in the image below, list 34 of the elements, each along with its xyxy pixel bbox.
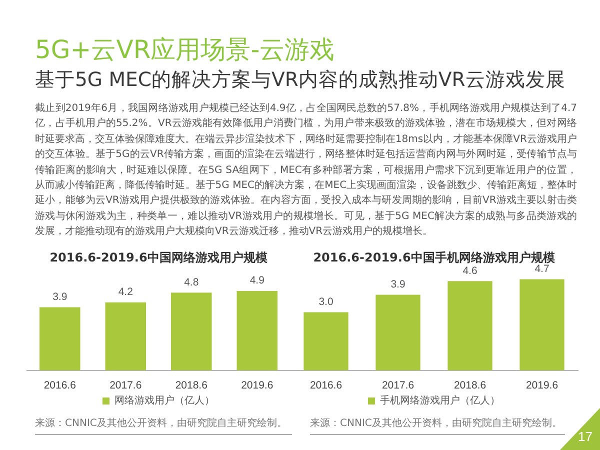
bar (236, 291, 278, 370)
data-label: 4.8 (184, 276, 199, 288)
text: 5G+云VR应用场景-云游戏 (35, 35, 335, 65)
x-tick-label: 2018.6 (175, 380, 208, 392)
data-label: 3.0 (318, 296, 334, 308)
data-label: 3.9 (52, 290, 68, 303)
x-tick-label: 2017.6 (382, 380, 414, 392)
bar (448, 281, 492, 370)
data-label: 3.9 (390, 278, 406, 290)
x-tick-label: 2016.6 (44, 380, 76, 392)
text: 截止到2019年6月，我国网络游戏用户规模已经达到4.9亿，占全国网民总数的57.8%，手机网络游戏用户规模达到了4.7亿，占手机用户的55.2%。VR云游戏能有效降低用户消费门槛，为用户带来极致的游戏体验，潜在市场规模大，但对网络时延要求高，交互体验保障难度大。在端云异步渲染技术下，网络时延需要控制在18ms以内，才能基本保障VR云游戏用户的交互体验。基于5G的云VR传输方案，画面的渲染在云端进行，网络整体时延包括运营商内网与外网时延，受传输节点与传输距离的影响大，时延难以保障。在5G SA组网下，MEC有多种部署方案，可根据用户需求下沉到更靠近用户的位置，从而减小传输距离，降低传输时延。基于5G MEC的解决方案，在MEC上实现画面渲染，设备跳数少、传输距离短，整体时延小，能够为云VR游戏用户提供极致的游戏体验。在内容方面，受投入成本与研发周期的影响，目前VR游戏主要以射击类游戏与休闲游戏为主，种类单一，难以推动VR游戏用户的规模增长。可见，基于5G MEC解决方案的成熟与多品类游戏的发展，才能推动现有的游戏用户大规模向VR云游戏迁移，推动VR云游戏用户的规模增长。 (35, 103, 577, 238)
chart-title: 2016.6-2019.6中国手机网络游戏用户规模 (313, 250, 555, 264)
source-note: 来源：CNNIC及其他公开资料，由研究院自主研究绘制。 (310, 418, 562, 430)
x-tick-label: 2019.6 (526, 380, 558, 392)
legend-label: 手机网络游戏用户（亿人） (380, 394, 500, 407)
bar (39, 307, 80, 370)
data-label: 4.9 (250, 274, 265, 287)
legend-label: 网络游戏用户（亿人） (114, 394, 214, 407)
text: 基于5G MEC的解决方案与VR内容的成熟推动VR云游戏发展 (35, 68, 566, 92)
bar (105, 302, 146, 370)
data-label: 4.7 (534, 262, 550, 275)
data-label: 4.6 (462, 264, 478, 277)
bar (170, 292, 212, 370)
x-tick-label: 2019.6 (241, 380, 274, 392)
bar (376, 294, 420, 370)
source-note: 来源：CNNIC及其他公开资料，由研究院自主研究绘制。 (35, 418, 287, 430)
bar (304, 312, 348, 370)
data-label: 4.2 (118, 286, 134, 298)
x-tick-label: 2017.6 (110, 380, 142, 392)
x-tick-label: 2016.6 (310, 380, 342, 392)
bar (520, 279, 564, 370)
text: 17 (578, 429, 592, 445)
x-tick-label: 2018.6 (454, 380, 486, 392)
chart-title: 2016.6-2019.6中国网络游戏用户规模 (50, 250, 268, 264)
